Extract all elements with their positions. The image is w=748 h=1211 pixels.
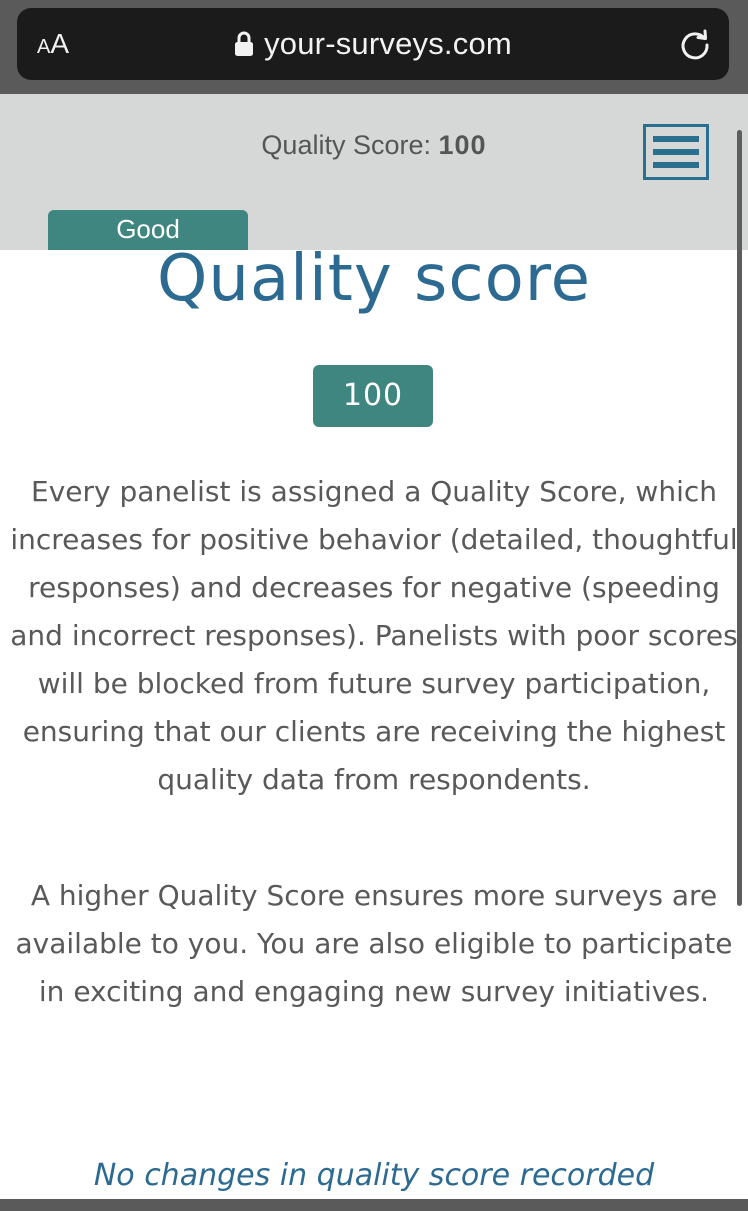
bottom-toolbar-edge bbox=[0, 1199, 748, 1211]
url-display: your-surveys.com bbox=[17, 8, 729, 80]
lock-icon bbox=[235, 31, 254, 56]
text-size-small-glyph: A bbox=[37, 36, 51, 58]
menu-bar-middle bbox=[653, 149, 699, 155]
score-history-note: No changes in quality score recorded bbox=[93, 1158, 655, 1193]
header-score-value: 100 bbox=[438, 130, 487, 160]
status-badge: Good bbox=[48, 210, 248, 250]
menu-bar-bottom bbox=[653, 162, 699, 168]
benefits-paragraph: A higher Quality Score ensures more surv… bbox=[15, 879, 733, 1008]
text-size-button[interactable]: AA bbox=[37, 26, 69, 62]
url-text[interactable]: your-surveys.com bbox=[264, 26, 512, 61]
header-quality-score: Quality Score: 100 bbox=[0, 130, 748, 161]
header-score-label: Quality Score: bbox=[261, 130, 439, 160]
browser-chrome: AA your-surveys.com bbox=[0, 0, 748, 94]
hamburger-menu-icon[interactable] bbox=[643, 124, 709, 180]
description-paragraph: Every panelist is assigned a Quality Sco… bbox=[10, 475, 738, 796]
menu-bar-top bbox=[653, 136, 699, 142]
site-header: Quality Score: 100 Good bbox=[0, 94, 748, 250]
page-title: Quality score bbox=[157, 242, 591, 316]
quality-score-badge: 100 bbox=[313, 365, 433, 427]
text-size-large-glyph: A bbox=[50, 28, 70, 59]
scrollbar[interactable] bbox=[737, 130, 742, 906]
address-bar[interactable]: AA your-surveys.com bbox=[17, 8, 729, 80]
reload-icon[interactable] bbox=[677, 27, 713, 63]
